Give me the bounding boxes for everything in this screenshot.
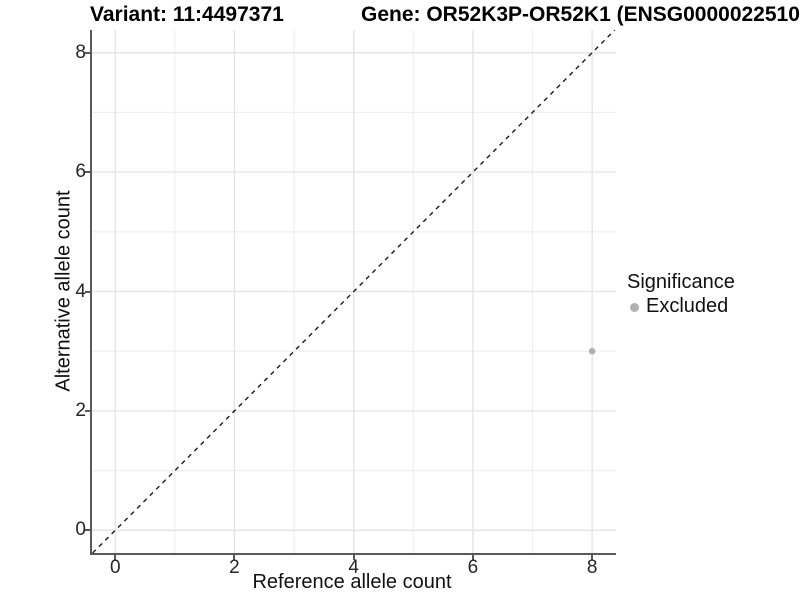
- excluded-point-icon: [630, 303, 639, 312]
- x-tick-label: 6: [467, 557, 479, 578]
- x-tick-mark: [114, 555, 117, 560]
- y-tick-label: 6: [75, 161, 86, 183]
- y-tick-label: 2: [75, 399, 86, 421]
- legend-title: Significance: [627, 271, 735, 293]
- legend-item-label: Excluded: [646, 295, 729, 317]
- plot-panel: [90, 30, 616, 555]
- y-axis-title: Alternative allele count: [52, 190, 75, 392]
- x-tick-label: 0: [109, 557, 121, 578]
- x-tick-label: 4: [348, 557, 359, 578]
- x-tick-label: 8: [586, 557, 598, 578]
- plot-area-svg: [92, 30, 616, 553]
- x-tick-mark: [471, 555, 474, 560]
- x-tick-mark: [591, 555, 594, 560]
- y-tick-mark: [85, 529, 90, 532]
- plot-title-variant: Variant: 11:4497371: [90, 3, 284, 26]
- identity-line: [92, 30, 616, 553]
- plot-title-gene: Gene: OR52K3P-OR52K1 (ENSG00000225101-E: [361, 3, 800, 26]
- y-tick-mark: [85, 409, 90, 412]
- x-tick-mark: [233, 555, 236, 560]
- y-tick-mark: [85, 51, 90, 54]
- y-tick-label: 4: [75, 280, 86, 302]
- legend: Significance Excluded: [627, 271, 735, 318]
- y-tick-label: 8: [75, 41, 86, 63]
- x-tick-label: 2: [229, 557, 240, 578]
- legend-item-excluded: Excluded: [627, 295, 735, 318]
- y-tick-label: 0: [75, 519, 86, 541]
- data-point: [588, 347, 596, 355]
- y-tick-mark: [85, 290, 90, 293]
- x-tick-mark: [352, 555, 355, 560]
- y-tick-mark: [85, 171, 90, 174]
